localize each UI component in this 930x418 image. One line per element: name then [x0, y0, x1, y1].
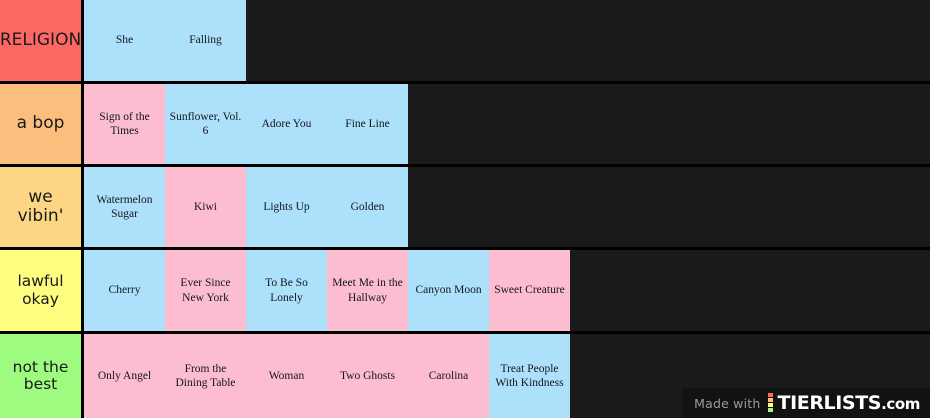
- tier-row: RELIGION She Falling: [0, 0, 930, 84]
- logo-bar: [767, 398, 773, 402]
- tier-item[interactable]: Fine Line: [327, 84, 408, 164]
- logo-bar: [767, 403, 773, 407]
- tier-item[interactable]: From the Dining Table: [165, 334, 246, 418]
- logo-bar: [767, 408, 773, 412]
- tier-items-strip: Cherry Ever Since New York To Be So Lonely…: [84, 250, 930, 331]
- tier-item[interactable]: Watermelon Sugar: [84, 167, 165, 247]
- tier-row: we vibin' Watermelon Sugar Kiwi Lights Up Go…: [0, 167, 930, 250]
- tier-empty-dropzone[interactable]: [408, 84, 930, 164]
- tier-label-3[interactable]: lawful okay: [0, 250, 84, 331]
- tierlists-watermark[interactable]: Made with TIERLISTS.com: [682, 388, 930, 418]
- tier-item[interactable]: Sweet Creature: [489, 250, 570, 331]
- tier-item[interactable]: Sunflower, Vol. 6: [165, 84, 246, 164]
- tier-item[interactable]: Woman: [246, 334, 327, 418]
- tier-item[interactable]: Carolina: [408, 334, 489, 418]
- watermark-made-with-label: Made with: [694, 395, 761, 411]
- tier-item[interactable]: Treat People With Kindness: [489, 334, 570, 418]
- tier-label-1[interactable]: a bop: [0, 84, 84, 164]
- tier-item[interactable]: She: [84, 0, 165, 81]
- tier-items-strip: Sign of the Times Sunflower, Vol. 6 Adore …: [84, 84, 930, 164]
- tier-items-strip: She Falling: [84, 0, 930, 81]
- tier-item[interactable]: Falling: [165, 0, 246, 81]
- tier-items-strip: Watermelon Sugar Kiwi Lights Up Golden: [84, 167, 930, 247]
- tier-empty-dropzone[interactable]: [570, 250, 930, 331]
- tier-item[interactable]: Cherry: [84, 250, 165, 331]
- tier-item[interactable]: Lights Up: [246, 167, 327, 247]
- tier-item[interactable]: Ever Since New York: [165, 250, 246, 331]
- tier-item[interactable]: Two Ghosts: [327, 334, 408, 418]
- tier-item[interactable]: Golden: [327, 167, 408, 247]
- tier-empty-dropzone[interactable]: [246, 0, 930, 81]
- tier-item[interactable]: To Be So Lonely: [246, 250, 327, 331]
- tier-label-0[interactable]: RELIGION: [0, 0, 84, 81]
- brand-name: TIERLISTS: [777, 392, 882, 414]
- tierlists-logo-icon: [767, 393, 773, 413]
- logo-bar: [767, 393, 773, 397]
- tier-item[interactable]: Canyon Moon: [408, 250, 489, 331]
- tier-row: lawful okay Cherry Ever Since New York To B…: [0, 250, 930, 334]
- tier-item[interactable]: Sign of the Times: [84, 84, 165, 164]
- watermark-brand-label: TIERLISTS.com: [777, 392, 921, 414]
- brand-suffix: .com: [881, 395, 920, 413]
- tier-label-2[interactable]: we vibin': [0, 167, 84, 247]
- tier-item[interactable]: Adore You: [246, 84, 327, 164]
- tier-item[interactable]: Only Angel: [84, 334, 165, 418]
- tier-label-4[interactable]: not the best: [0, 334, 84, 418]
- tier-empty-dropzone[interactable]: [408, 167, 930, 247]
- tier-item[interactable]: Kiwi: [165, 167, 246, 247]
- tier-item[interactable]: Meet Me in the Hallway: [327, 250, 408, 331]
